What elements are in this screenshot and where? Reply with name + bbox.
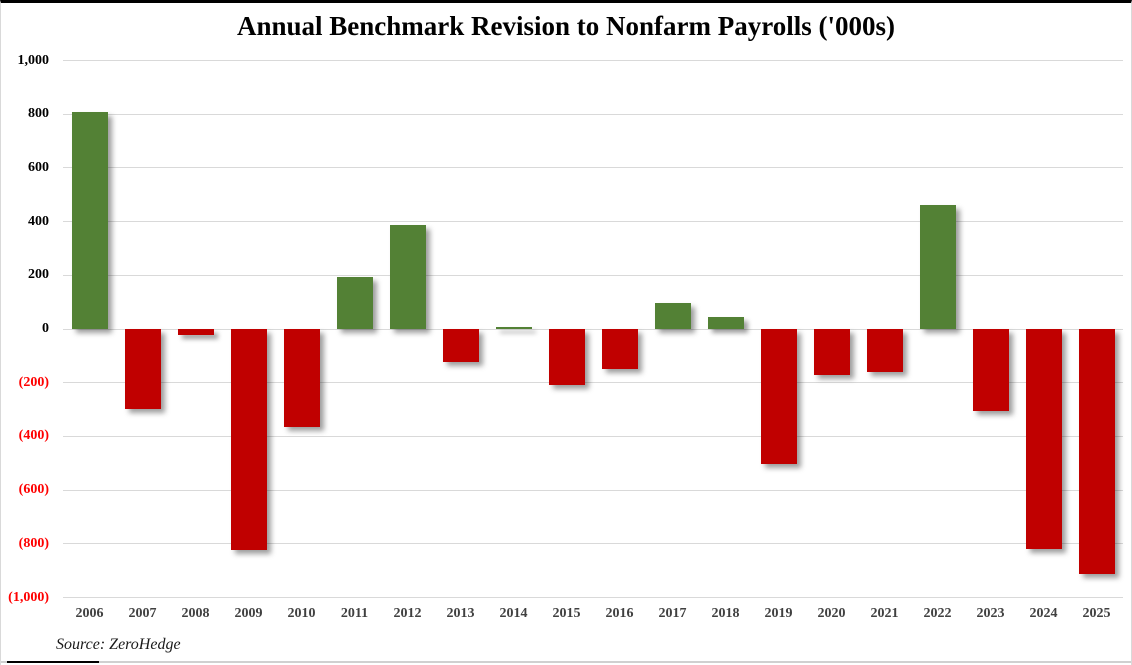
bar-2006: [71, 111, 108, 329]
gridline--600: [63, 489, 1123, 491]
x-axis-label-2024: 2024: [1029, 606, 1058, 621]
bar-2015: [548, 329, 585, 385]
gridline-200: [63, 274, 1123, 276]
gridline--200: [63, 382, 1123, 384]
bar-2024: [1025, 329, 1062, 549]
bar-2014: [495, 327, 532, 329]
gridline-800: [63, 113, 1123, 115]
bar-2019: [760, 329, 797, 464]
bar-2012: [389, 225, 426, 329]
x-axis-label-2014: 2014: [499, 606, 528, 621]
bar-2025: [1078, 329, 1115, 574]
y-axis-tick-label: (400): [18, 428, 49, 444]
x-axis-label-2017: 2017: [658, 606, 687, 621]
y-axis-tick-label: (600): [18, 482, 49, 498]
bar-2018: [707, 317, 744, 329]
bottom-border-accent: [7, 661, 99, 663]
bar-2023: [972, 329, 1009, 412]
x-axis-label-2022: 2022: [923, 606, 952, 621]
y-axis-tick-label: 200: [28, 267, 49, 283]
y-axis-tick-label: (1,000): [8, 589, 49, 605]
x-axis-label-2011: 2011: [340, 606, 369, 621]
bar-2009: [230, 329, 267, 551]
bar-2010: [283, 329, 320, 428]
gridline-400: [63, 221, 1123, 223]
x-axis-label-2012: 2012: [393, 606, 422, 621]
y-axis-tick-label: 600: [28, 159, 49, 175]
x-axis-label-2006: 2006: [75, 606, 104, 621]
gridline-600: [63, 167, 1123, 169]
y-axis-tick-label: 800: [28, 106, 49, 122]
bar-2017: [654, 303, 691, 329]
x-axis-label-2023: 2023: [976, 606, 1005, 621]
x-axis-label-2016: 2016: [605, 606, 634, 621]
x-axis-label-2008: 2008: [181, 606, 210, 621]
x-axis-label-2019: 2019: [764, 606, 793, 621]
bar-2020: [813, 329, 850, 376]
chart-title: Annual Benchmark Revision to Nonfarm Pay…: [236, 11, 896, 41]
x-axis-label-2013: 2013: [446, 606, 475, 621]
y-axis-tick-label: 0: [42, 321, 49, 336]
gridline-0: [63, 328, 1123, 330]
gridline-1000: [63, 60, 1123, 61]
x-axis-label-2018: 2018: [711, 606, 740, 621]
bar-2011: [336, 277, 373, 329]
x-axis-label-2020: 2020: [817, 606, 846, 621]
gridline--1000: [63, 597, 1123, 598]
bar-2021: [866, 329, 903, 373]
gridline--400: [63, 435, 1123, 437]
bar-2016: [601, 329, 638, 370]
bottom-border-line: [1, 661, 1131, 663]
x-axis-label-2010: 2010: [287, 606, 316, 621]
bar-2013: [442, 329, 479, 363]
x-axis-label-2021: 2021: [870, 606, 899, 621]
source-credit: Source: ZeroHedge: [56, 636, 181, 653]
x-axis-label-2015: 2015: [552, 606, 581, 621]
gridline--800: [63, 543, 1123, 545]
y-axis-tick-label: (800): [18, 535, 49, 551]
x-axis-label-2009: 2009: [234, 606, 263, 621]
bar-2008: [177, 329, 214, 335]
y-axis-tick-label: 1,000: [17, 52, 50, 68]
bar-2022: [919, 204, 956, 329]
y-axis-tick-label: (200): [18, 374, 49, 390]
bar-2007: [124, 329, 161, 409]
y-axis-tick-label: 400: [28, 213, 49, 229]
x-axis-label-2007: 2007: [128, 606, 157, 621]
x-axis-label-2025: 2025: [1082, 606, 1111, 621]
